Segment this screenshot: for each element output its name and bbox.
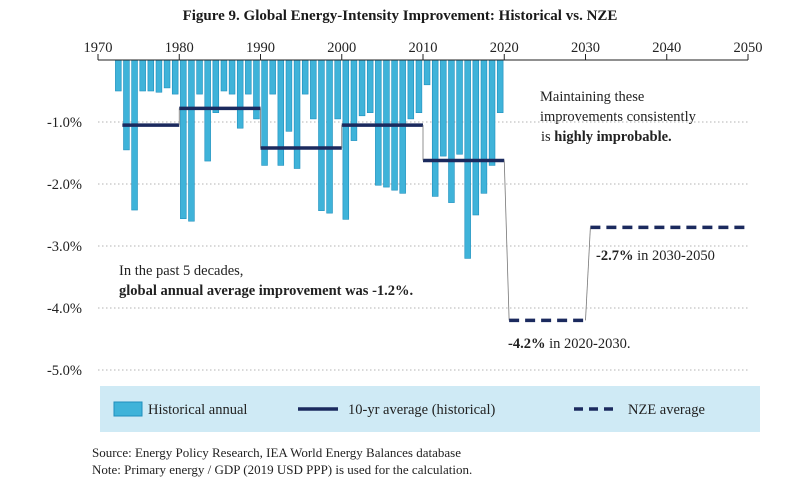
y-tick-label: -2.0% bbox=[47, 177, 82, 193]
source-line: Source: Energy Policy Research, IEA Worl… bbox=[92, 445, 461, 460]
bar-historical bbox=[375, 59, 382, 186]
bar-historical bbox=[147, 59, 155, 92]
bar-historical bbox=[301, 59, 309, 95]
x-tick-label: 2020 bbox=[490, 40, 519, 56]
bar-historical bbox=[115, 59, 122, 92]
bar-historical bbox=[415, 59, 423, 114]
bar-historical bbox=[155, 59, 163, 93]
x-tick-label: 2030 bbox=[571, 40, 600, 56]
x-tick-label: 1970 bbox=[84, 40, 113, 56]
bar-historical bbox=[334, 59, 341, 120]
y-tick-label: -5.0% bbox=[47, 363, 82, 379]
bar-historical bbox=[488, 59, 496, 166]
y-tick-label: -1.0% bbox=[47, 115, 82, 131]
annotation-improbable-line2: improvements consistently bbox=[540, 109, 697, 125]
chart-title: Figure 9. Global Energy-Intensity Improv… bbox=[182, 8, 618, 24]
bar-historical bbox=[220, 59, 228, 92]
y-tick-label: -3.0% bbox=[47, 239, 82, 255]
bar-historical bbox=[163, 59, 171, 89]
source-note: Source: Energy Policy Research, IEA Worl… bbox=[92, 444, 472, 478]
bar-historical bbox=[366, 59, 374, 114]
x-tick-label: 2050 bbox=[734, 40, 763, 56]
bar-historical bbox=[139, 59, 146, 92]
bar-historical bbox=[456, 59, 463, 155]
bar-historical bbox=[188, 59, 195, 222]
bar-historical bbox=[423, 59, 431, 86]
annotation-decades-line2: global annual average improvement was -1… bbox=[119, 283, 413, 299]
bar-historical bbox=[171, 59, 179, 95]
bar-historical bbox=[236, 59, 244, 129]
legend-label-nze: NZE average bbox=[628, 402, 705, 418]
chart-legend: Historical annual 10-yr average (histori… bbox=[100, 386, 760, 432]
x-tick-label: 1980 bbox=[165, 40, 194, 56]
legend-background bbox=[100, 386, 760, 432]
bar-historical bbox=[285, 59, 293, 132]
energy-intensity-chart: -1.0% -2.0% -3.0% -4.0% -5.0% 1970 1980 1990 200… bbox=[47, 40, 763, 432]
nze-connector bbox=[503, 160, 510, 321]
legend-label-10yr: 10-yr average (historical) bbox=[348, 402, 496, 418]
bar-historical bbox=[407, 59, 415, 120]
bar-historical bbox=[448, 59, 455, 203]
bar-historical bbox=[472, 59, 480, 216]
y-tick-label: -4.0% bbox=[47, 301, 82, 317]
bar-historical bbox=[196, 59, 203, 95]
x-tick-label: 2000 bbox=[327, 40, 356, 56]
bar-historical bbox=[318, 59, 325, 211]
bar-historical bbox=[358, 59, 366, 117]
annotation-nze-2030: -4.2% in 2020-2030. bbox=[508, 336, 630, 352]
x-tick-label: 2040 bbox=[652, 40, 681, 56]
x-tick-label: 1990 bbox=[246, 40, 275, 56]
bar-historical bbox=[245, 59, 252, 95]
legend-label-historical: Historical annual bbox=[148, 402, 247, 418]
x-tick-label: 2010 bbox=[409, 40, 438, 56]
legend-swatch-historical bbox=[113, 401, 143, 417]
bar-historical bbox=[480, 59, 488, 194]
bar-historical bbox=[293, 59, 301, 169]
bar-historical bbox=[228, 59, 236, 95]
bar-historical bbox=[212, 59, 220, 114]
bar-historical bbox=[123, 59, 130, 151]
annotation-decades-line1: In the past 5 decades, bbox=[119, 263, 243, 279]
bar-historical bbox=[131, 59, 138, 211]
bar-historical bbox=[496, 59, 504, 114]
bar-historical bbox=[326, 59, 333, 214]
bar-historical bbox=[204, 59, 211, 162]
bar-historical bbox=[440, 59, 447, 157]
bar-historical bbox=[310, 59, 317, 120]
bar-historical bbox=[431, 59, 439, 197]
bar-historical bbox=[350, 59, 358, 141]
annotation-improbable-line1: Maintaining these bbox=[540, 89, 644, 105]
nze-connector bbox=[585, 227, 591, 321]
note-line: Note: Primary energy / GDP (2019 USD PPP… bbox=[92, 462, 473, 477]
annotation-nze-2050: -2.7% in 2030-2050 bbox=[596, 248, 715, 264]
bar-historical bbox=[269, 59, 276, 95]
annotation-improbable-line3: is highly improbable. bbox=[541, 129, 672, 145]
bar-historical bbox=[180, 59, 187, 220]
bar-historical bbox=[342, 59, 350, 220]
